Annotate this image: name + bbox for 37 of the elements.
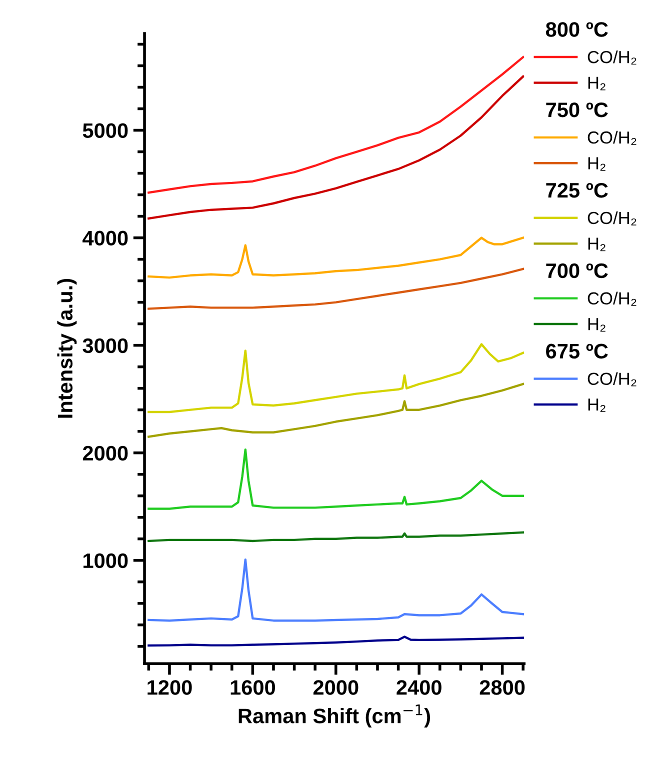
x-tick-label: 2400 — [396, 680, 442, 695]
text: 700 ºC — [546, 263, 608, 278]
line-series — [148, 448, 524, 510]
y-tick-label: 2000 — [82, 446, 128, 461]
y-tick-label: 1000 — [84, 553, 128, 568]
text: 725 ºC — [546, 182, 608, 198]
legend-label: H₂ — [588, 318, 606, 332]
y-tick-label: 3000 — [82, 338, 128, 354]
x-tick-label: 1200 — [148, 680, 192, 695]
text: 800 ºC — [546, 22, 608, 37]
legend-label: CO/H₂ — [588, 50, 636, 65]
legend-label: H₂ — [588, 76, 606, 90]
y-tick-label: 4000 — [82, 230, 128, 246]
line-series — [148, 268, 524, 310]
line-series — [148, 382, 524, 438]
y-tick-label: 5000 — [82, 123, 128, 138]
x-tick-label: 1600 — [230, 680, 276, 695]
legend-label: H₂ — [588, 157, 606, 171]
line-series — [148, 558, 524, 622]
x-tick-label: 2000 — [313, 680, 358, 695]
x-axis-title: Raman Shift (cm$^{−1}$) — [238, 704, 430, 728]
line-series — [148, 531, 524, 542]
line-series — [148, 636, 524, 647]
legend-label: H₂ — [588, 398, 606, 412]
legend-label: CO/H₂ — [588, 372, 636, 386]
line-series — [148, 236, 524, 279]
text: 750 ºC — [546, 102, 608, 118]
legend-label: CO/H₂ — [588, 130, 636, 145]
legend-label: CO/H₂ — [588, 211, 636, 226]
line-series — [148, 75, 524, 220]
text: 675 ºC — [546, 344, 608, 359]
line-series — [148, 56, 524, 194]
x-tick-label: 2800 — [480, 680, 525, 695]
line-series — [148, 343, 524, 414]
legend-label: H₂ — [588, 238, 606, 252]
y-axis-title: Intensity (a.u.) — [57, 278, 77, 418]
legend-label: CO/H₂ — [588, 292, 636, 306]
